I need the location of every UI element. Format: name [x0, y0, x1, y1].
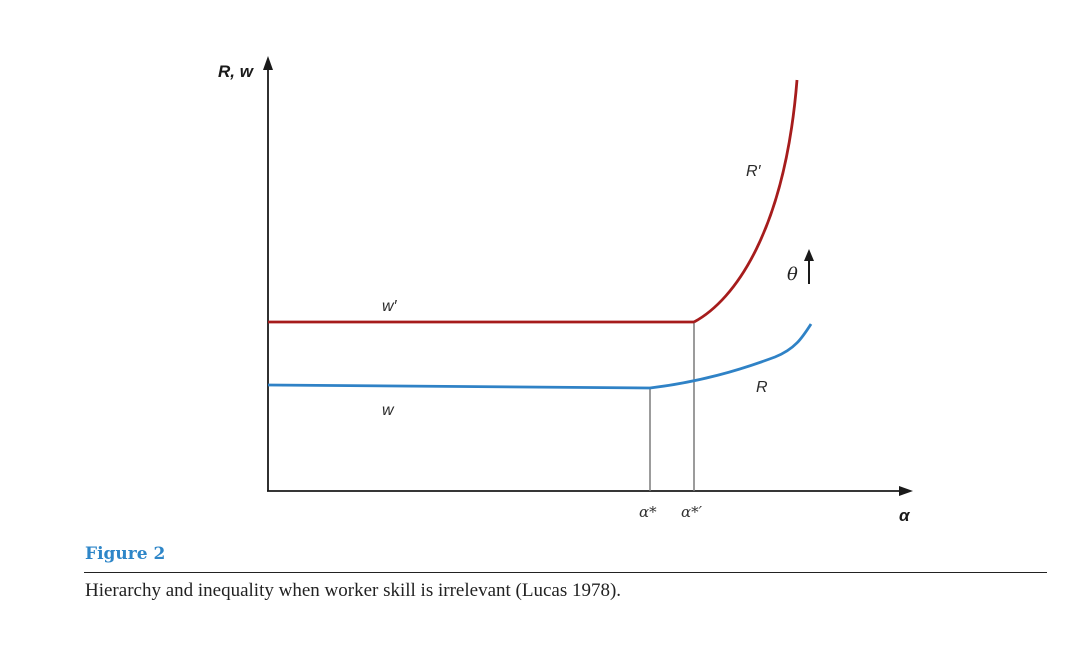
caption-divider: [84, 572, 1047, 573]
y-axis-arrowhead: [263, 56, 273, 70]
w-label: w: [382, 402, 395, 419]
figure-caption: Hierarchy and inequality when worker ski…: [85, 580, 622, 601]
x-axis-arrowhead: [899, 486, 913, 496]
theta-up-arrowhead: [804, 249, 814, 261]
x-axis-label: α: [899, 506, 911, 525]
R-prime-curve: [693, 79, 799, 324]
alpha-star-prime-tick-label: α*′: [681, 503, 703, 521]
R-curve: [649, 323, 813, 390]
alpha-star-tick-label: α*: [639, 503, 657, 521]
figure-number-label: Figure 2: [85, 544, 166, 564]
y-axis-label: R, w: [218, 62, 255, 81]
R-label: R: [756, 379, 768, 396]
w-curve: [267, 383, 651, 390]
R-prime-label: R′: [746, 163, 762, 180]
w-prime-label: w′: [382, 298, 398, 315]
theta-label: θ: [787, 264, 798, 285]
